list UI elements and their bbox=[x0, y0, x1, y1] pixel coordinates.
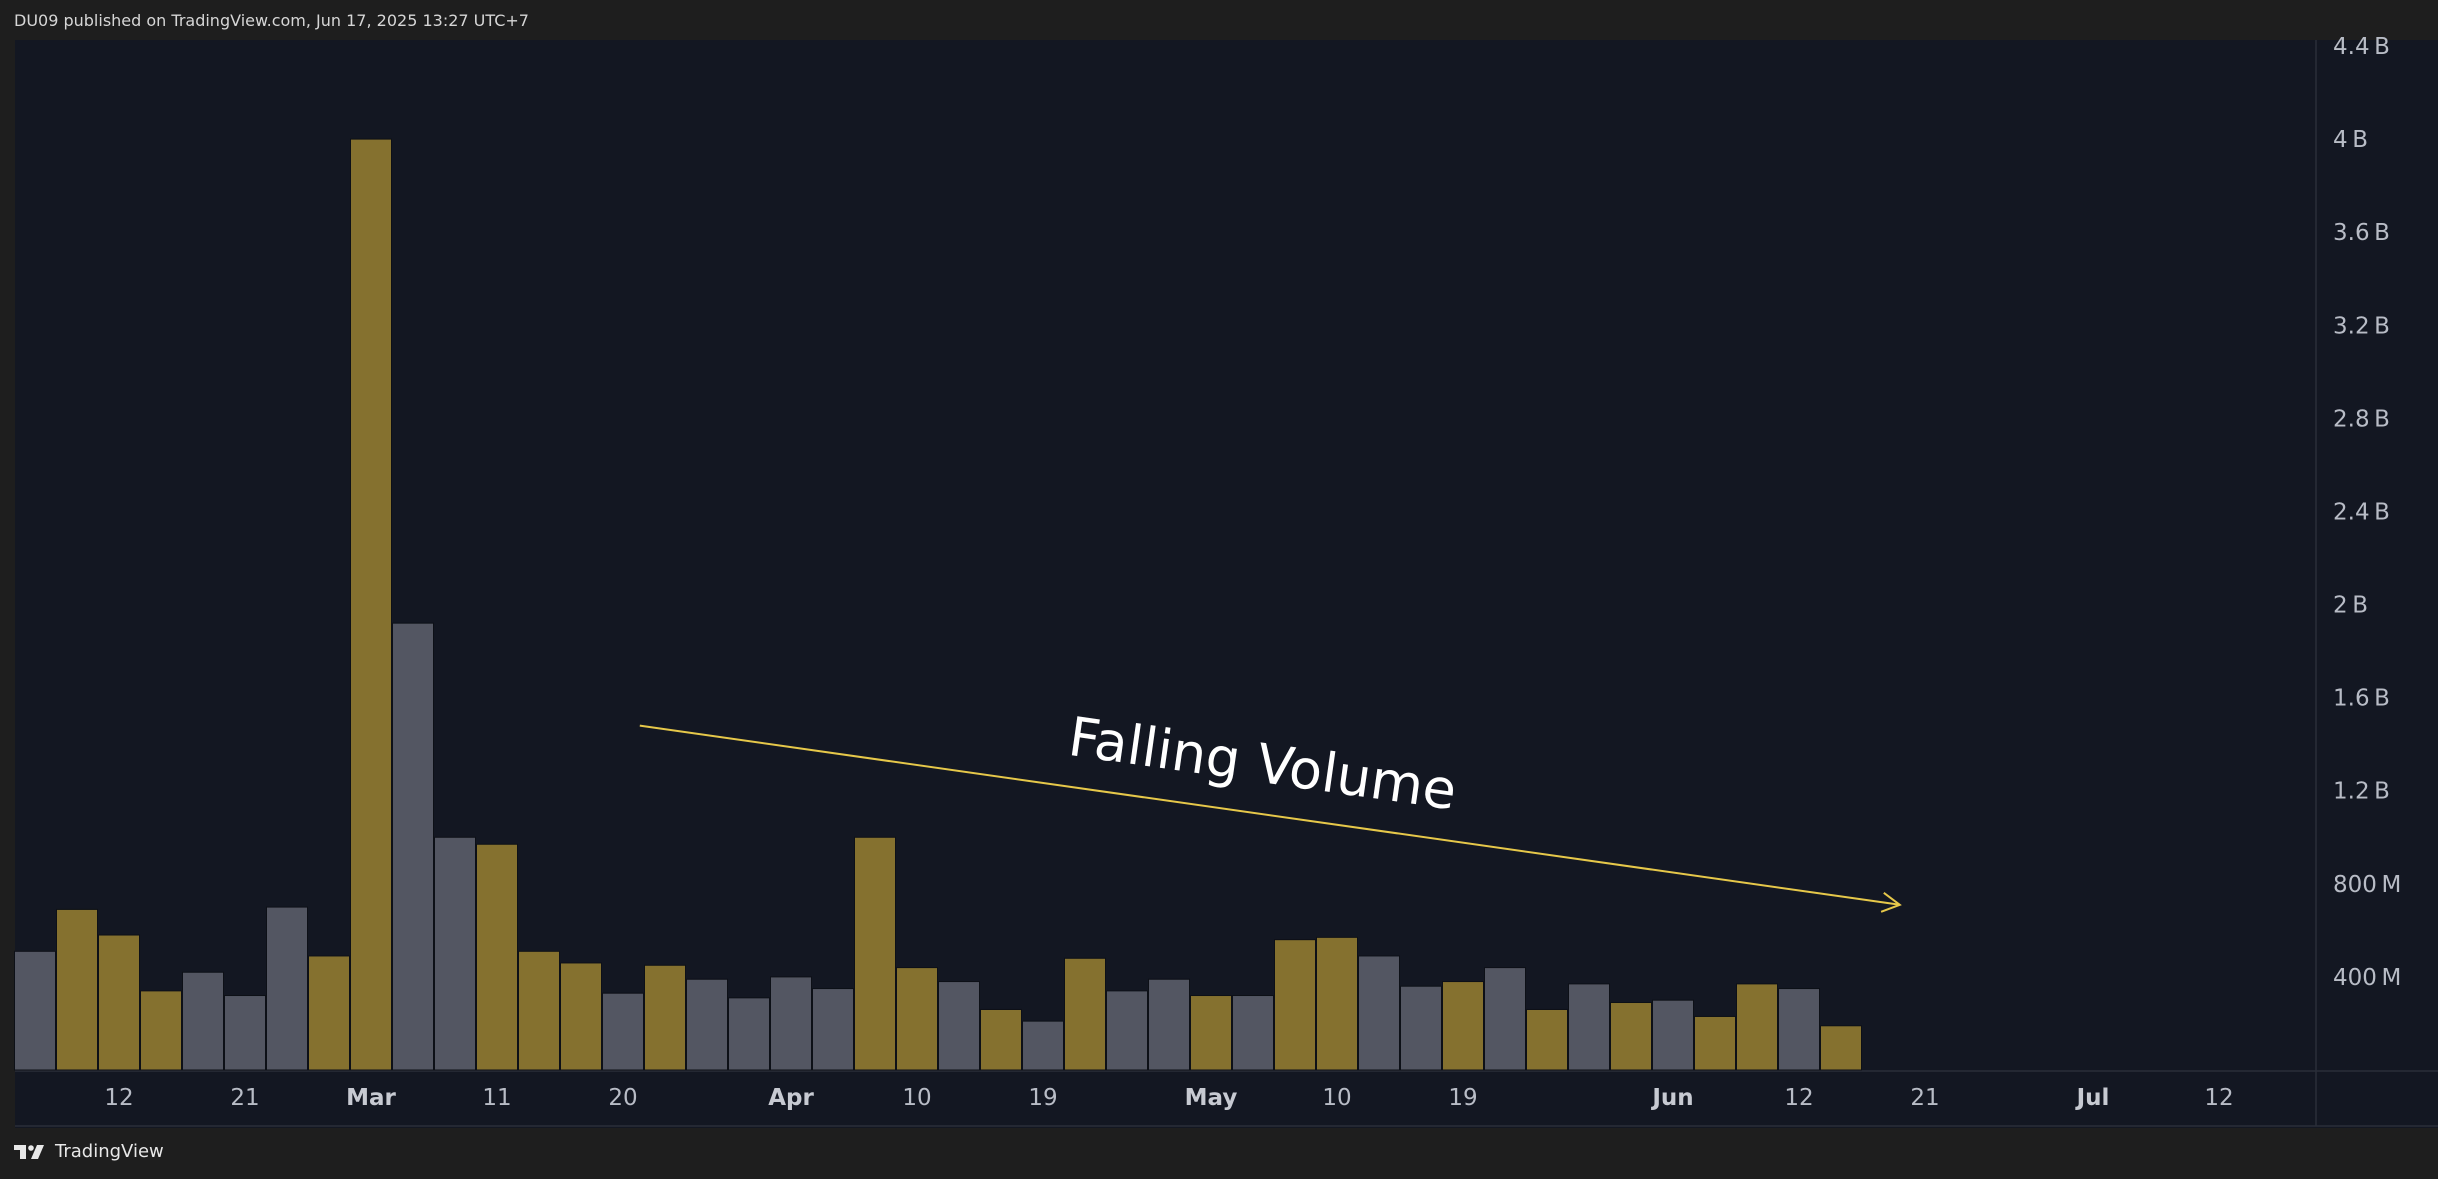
volume-bar[interactable] bbox=[56, 908, 98, 1071]
volume-bar[interactable] bbox=[644, 964, 686, 1071]
x-tick-label: 12 bbox=[104, 1085, 133, 1111]
volume-bar[interactable] bbox=[1820, 1025, 1862, 1071]
y-tick-label: 400 M bbox=[2333, 965, 2401, 991]
volume-bar[interactable] bbox=[266, 906, 308, 1071]
volume-bar[interactable] bbox=[518, 950, 560, 1071]
volume-bar[interactable] bbox=[434, 836, 476, 1071]
volume-bar[interactable] bbox=[1778, 988, 1820, 1071]
x-tick-label: 12 bbox=[2204, 1085, 2233, 1111]
y-tick-label: 4.4 B bbox=[2333, 34, 2390, 60]
volume-bar[interactable] bbox=[1316, 936, 1358, 1071]
volume-bar[interactable] bbox=[14, 950, 56, 1071]
volume-bar[interactable] bbox=[1526, 1008, 1568, 1071]
volume-bar[interactable] bbox=[1064, 957, 1106, 1071]
volume-bar[interactable] bbox=[1610, 1002, 1652, 1071]
volume-bar[interactable] bbox=[1022, 1020, 1064, 1071]
volume-bar[interactable] bbox=[98, 934, 140, 1071]
publish-info-text: DU09 published on TradingView.com, Jun 1… bbox=[14, 11, 529, 30]
x-tick-label: 10 bbox=[902, 1085, 931, 1111]
volume-bar[interactable] bbox=[476, 843, 518, 1071]
y-tick-label: 2 B bbox=[2333, 593, 2368, 619]
y-tick-label: 2.4 B bbox=[2333, 500, 2390, 526]
x-tick-label: 10 bbox=[1322, 1085, 1351, 1111]
x-tick-label: 19 bbox=[1448, 1085, 1477, 1111]
y-tick-label: 3.6 B bbox=[2333, 220, 2390, 246]
volume-bar[interactable] bbox=[140, 990, 182, 1071]
x-tick-label: Jun bbox=[1650, 1085, 1693, 1111]
y-axis-labels: 400 M 800 M 1.2 B 1.6 B 2 B 2.4 B 2.8 B 3.2 B 3.… bbox=[2333, 34, 2401, 991]
tradingview-logo[interactable]: TradingView bbox=[14, 1141, 164, 1162]
trend-arrow-line[interactable] bbox=[639, 724, 1900, 906]
volume-bar[interactable] bbox=[602, 992, 644, 1071]
volume-bar[interactable] bbox=[1568, 983, 1610, 1071]
x-tick-label: Jul bbox=[2075, 1085, 2110, 1111]
volume-bar[interactable] bbox=[980, 1008, 1022, 1071]
x-tick-label: 11 bbox=[482, 1085, 511, 1111]
x-tick-label: 20 bbox=[608, 1085, 637, 1111]
y-tick-label: 4 B bbox=[2333, 127, 2368, 153]
publish-header: DU09 published on TradingView.com, Jun 1… bbox=[0, 0, 2438, 40]
volume-bar[interactable] bbox=[1400, 985, 1442, 1071]
volume-bar[interactable] bbox=[938, 981, 980, 1071]
volume-bar[interactable] bbox=[182, 971, 224, 1071]
volume-bar[interactable] bbox=[392, 622, 434, 1071]
volume-bar[interactable] bbox=[812, 988, 854, 1071]
y-tick-label: 1.2 B bbox=[2333, 779, 2390, 805]
y-tick-label: 800 M bbox=[2333, 872, 2401, 898]
volume-bar[interactable] bbox=[1106, 990, 1148, 1071]
volume-bar[interactable] bbox=[854, 836, 896, 1071]
volume-bar[interactable] bbox=[1442, 981, 1484, 1071]
x-tick-label: 21 bbox=[1910, 1085, 1939, 1111]
price-scale-area[interactable] bbox=[2316, 40, 2438, 1128]
trend-arrow-head bbox=[1880, 892, 1902, 913]
volume-bar[interactable] bbox=[1148, 978, 1190, 1071]
volume-bar[interactable] bbox=[224, 995, 266, 1071]
volume-bar[interactable] bbox=[1484, 967, 1526, 1071]
volume-bar[interactable] bbox=[1652, 999, 1694, 1071]
volume-bar[interactable] bbox=[686, 978, 728, 1071]
tradingview-logo-icon bbox=[14, 1144, 44, 1159]
y-tick-label: 3.2 B bbox=[2333, 313, 2390, 339]
volume-bar[interactable] bbox=[1736, 983, 1778, 1071]
tradingview-logo-text: TradingView bbox=[55, 1141, 164, 1162]
x-tick-label: Apr bbox=[768, 1085, 814, 1111]
x-tick-label: Mar bbox=[346, 1085, 396, 1111]
volume-bar[interactable] bbox=[896, 967, 938, 1071]
x-axis-labels: 12 21 Mar 11 20 Apr 10 19 May 10 19 Jun 12 21 Jul 12 bbox=[104, 1085, 2233, 1111]
x-tick-label: 21 bbox=[230, 1085, 259, 1111]
volume-bar[interactable] bbox=[1358, 955, 1400, 1071]
volume-bar[interactable] bbox=[560, 962, 602, 1071]
volume-bar[interactable] bbox=[1274, 939, 1316, 1071]
volume-bars bbox=[14, 138, 1862, 1071]
volume-bar[interactable] bbox=[350, 138, 392, 1071]
x-tick-label: 12 bbox=[1784, 1085, 1813, 1111]
y-tick-label: 2.8 B bbox=[2333, 406, 2390, 432]
volume-bar[interactable] bbox=[770, 976, 812, 1071]
volume-bar[interactable] bbox=[1190, 995, 1232, 1071]
volume-bar[interactable] bbox=[728, 997, 770, 1071]
y-tick-label: 1.6 B bbox=[2333, 686, 2390, 712]
volume-bar[interactable] bbox=[308, 955, 350, 1071]
x-tick-label: 19 bbox=[1028, 1085, 1057, 1111]
volume-bar[interactable] bbox=[1694, 1015, 1736, 1071]
volume-bar[interactable] bbox=[1232, 995, 1274, 1071]
x-tick-label: May bbox=[1185, 1085, 1238, 1111]
